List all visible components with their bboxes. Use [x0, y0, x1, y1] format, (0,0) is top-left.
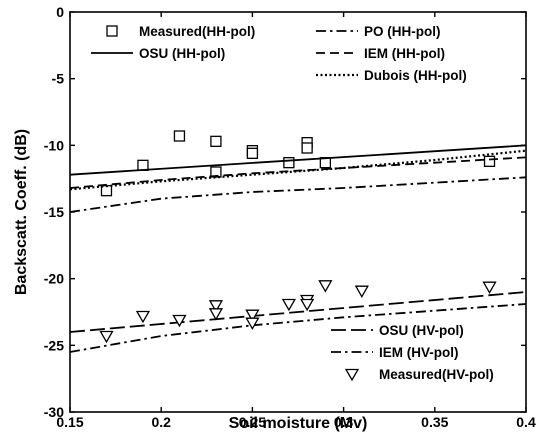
legend-label-po-hh-pol: PO (HH-pol) [364, 24, 441, 39]
y-tick-label: -15 [44, 204, 64, 220]
data-point-measured-hh-pol [173, 130, 186, 142]
series-line-iem-hv-pol [69, 303, 527, 353]
x-tick-label: 0.15 [56, 414, 83, 430]
data-point-measured-hv-pol [281, 298, 297, 312]
data-point-measured-hv-pol [172, 314, 187, 328]
legend-label-iem-hv-pol: IEM (HV-pol) [379, 345, 459, 360]
data-point-measured-hh-pol [301, 142, 313, 154]
series-line-osu-hv-pol [69, 291, 527, 333]
series-line-osu-hh-pol [69, 144, 527, 176]
series-line-po-hh-pol [69, 176, 527, 213]
legend-label-iem-hh-pol: IEM (HH-pol) [364, 46, 445, 61]
data-point-measured-hv-pol [299, 298, 315, 312]
legend-entry-measured-hh-pol: Measured(HH-pol) [106, 24, 255, 39]
x-tick-label: 0.35 [421, 414, 448, 430]
data-point-measured-hv-pol [208, 300, 224, 313]
legend-entry-osu-hh-pol: OSU (HH-pol) [91, 46, 225, 61]
y-tick-label: -20 [44, 271, 64, 287]
legend-entry-measured-hv-pol: Measured(HV-pol) [344, 367, 494, 382]
legend-label-measured-hv-pol: Measured(HV-pol) [379, 367, 494, 382]
data-point-measured-hv-pol [99, 330, 114, 344]
y-tick-label: 0 [56, 4, 64, 20]
series-line-iem-hh-pol [69, 156, 527, 189]
data-point-measured-hh-pol [210, 166, 222, 178]
x-tick-label: 0.3 [334, 414, 354, 430]
data-point-measured-hh-pol [210, 135, 222, 147]
data-point-measured-hv-pol [245, 309, 260, 322]
data-point-measured-hh-pol [246, 147, 259, 159]
y-tick-label: -5 [52, 71, 65, 87]
legend-swatch-measured-hv-pol [344, 368, 360, 382]
legends: Measured(HH-pol) OSU (HH-pol) PO (HH-pol) I… [91, 24, 494, 382]
axis-ticks: 0.15 0.2 0.25 0.3 0.35 0.4 -30 -25 -20 -15 -10 -5 0 [44, 4, 536, 430]
data-point-measured-hv-pol [208, 308, 224, 321]
data-point-measured-hv-pol [482, 281, 497, 294]
legend-swatch-measured-hh-pol [106, 25, 118, 37]
y-tick-label: -25 [44, 337, 64, 353]
plot-marks [69, 130, 527, 353]
x-axis-label: Soil moisture (Mv) [229, 415, 368, 432]
data-point-measured-hv-pol [135, 310, 151, 324]
x-tick-label: 0.2 [151, 414, 171, 430]
data-point-measured-hh-pol [483, 155, 496, 167]
legend-label-osu-hh-pol: OSU (HH-pol) [139, 46, 225, 61]
legend-label-dubois-hh-pol: Dubois (HH-pol) [364, 68, 467, 83]
data-point-measured-hh-pol [137, 159, 149, 171]
data-point-measured-hh-pol [283, 157, 295, 169]
legend-label-measured-hh-pol: Measured(HH-pol) [139, 24, 255, 39]
legend-entry-osu-hv-pol: OSU (HV-pol) [331, 323, 464, 338]
legend-entry-iem-hh-pol: IEM (HH-pol) [316, 46, 445, 61]
y-tick-label: -30 [44, 404, 64, 420]
legend-label-osu-hv-pol: OSU (HV-pol) [379, 323, 464, 338]
x-tick-label: 0.4 [516, 414, 536, 430]
legend-entry-po-hh-pol: PO (HH-pol) [316, 24, 441, 39]
y-tick-label: -10 [44, 137, 64, 153]
legend-entry-iem-hv-pol: IEM (HV-pol) [331, 345, 459, 360]
x-tick-label: 0.25 [239, 414, 266, 430]
data-point-measured-hv-pol [318, 280, 333, 293]
data-point-measured-hv-pol [354, 285, 369, 298]
data-point-measured-hv-pol [245, 317, 260, 330]
y-axis-label: Backscatt. Coeff. (dB) [13, 129, 30, 295]
legend-entry-dubois-hh-pol: Dubois (HH-pol) [316, 68, 467, 83]
